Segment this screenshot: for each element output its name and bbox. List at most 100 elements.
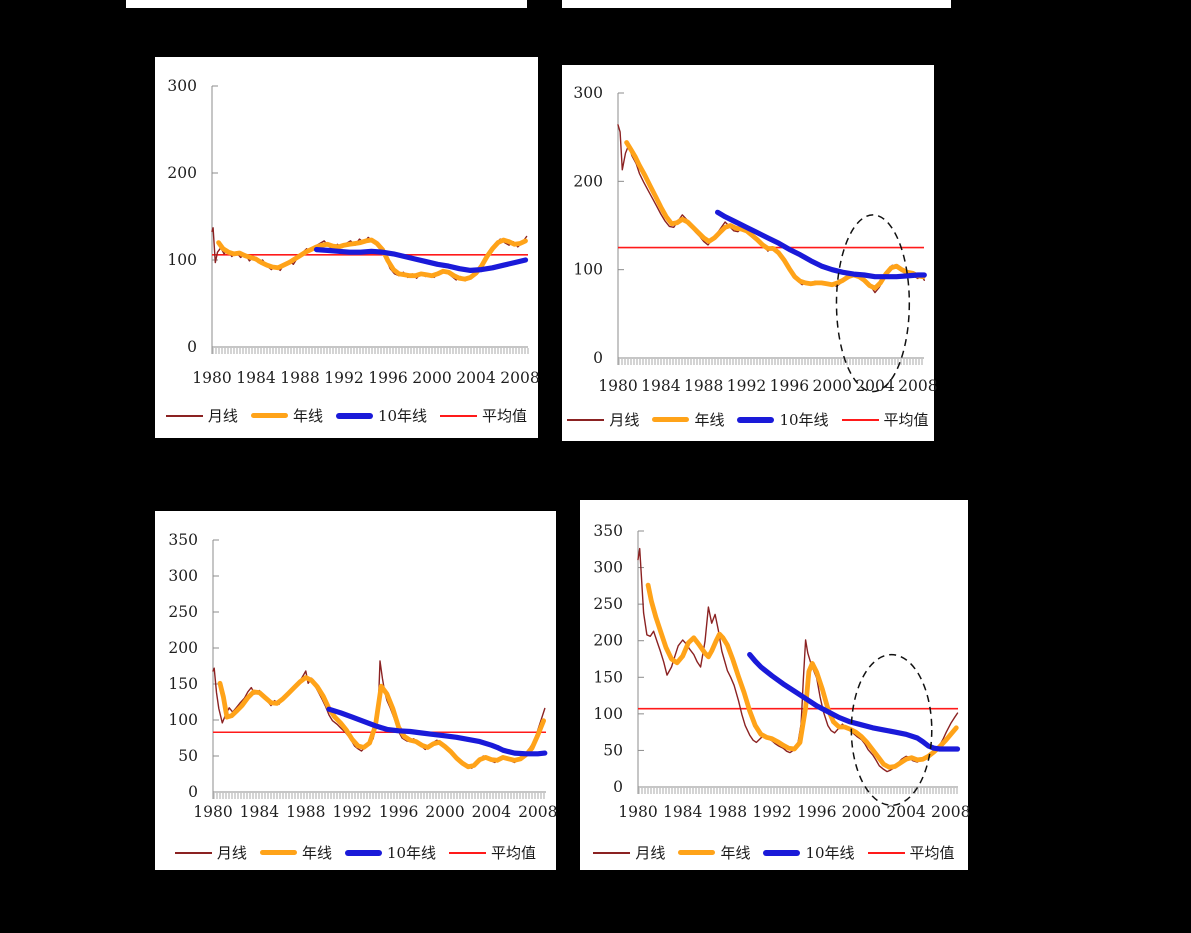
legend-item-yearly: 年线 bbox=[259, 842, 332, 863]
y-tick-label: 100 bbox=[593, 705, 623, 723]
ten-year-line-swatch bbox=[737, 416, 775, 423]
legend-item-ten-year: 10年线 bbox=[344, 842, 437, 863]
legend-item-monthly: 月线 bbox=[593, 842, 665, 863]
x-tick-label: 1992 bbox=[727, 377, 766, 395]
x-tick-label: 2000 bbox=[842, 803, 881, 821]
legend-label-average: 平均值 bbox=[909, 844, 955, 862]
y-tick-label: 200 bbox=[593, 632, 623, 650]
legend-label-monthly: 月线 bbox=[207, 407, 238, 425]
y-tick-label: 350 bbox=[168, 531, 198, 549]
y-tick-label: 250 bbox=[593, 595, 623, 613]
y-tick-label: 100 bbox=[168, 711, 198, 729]
legend-item-yearly: 年线 bbox=[652, 409, 724, 430]
ten-year-line bbox=[715, 209, 927, 280]
legend-item-yearly: 年线 bbox=[250, 405, 323, 426]
legend-bottom-right: 月线 年线 10年线 平均值 bbox=[580, 842, 968, 863]
y-tick-label: 300 bbox=[168, 567, 198, 585]
legend-item-average: 平均值 bbox=[867, 842, 955, 863]
legend-label-ten-year: 10年线 bbox=[805, 844, 855, 862]
x-tick-label: 2004 bbox=[886, 803, 926, 821]
legend-label-ten-year: 10年线 bbox=[386, 844, 437, 862]
legend-label-monthly: 月线 bbox=[216, 844, 247, 862]
average-line-swatch bbox=[449, 851, 487, 854]
y-tick-label: 50 bbox=[178, 747, 198, 765]
ten-year-line bbox=[313, 247, 529, 273]
legend-label-monthly: 月线 bbox=[609, 411, 640, 429]
legend-label-yearly: 年线 bbox=[301, 844, 332, 862]
x-tick-label: 2008 bbox=[931, 803, 970, 821]
average-line-swatch bbox=[440, 414, 478, 417]
x-tick-label: 1996 bbox=[770, 377, 809, 395]
y-tick-label: 200 bbox=[168, 639, 198, 657]
x-tick-label: 1988 bbox=[280, 369, 319, 387]
x-tick-label: 1980 bbox=[193, 803, 232, 821]
y-tick-label: 300 bbox=[167, 77, 197, 95]
chart-panel-top-left: 0 100 200 300 1980 1984 1988 1992 1996 2000 2004 20… bbox=[155, 57, 540, 438]
y-tick-label: 300 bbox=[573, 84, 603, 102]
plot-area-bottom-right: 0 50 100 150 200 250 300 350 1980 1984 1988 1992 199… bbox=[593, 522, 970, 821]
x-tick-label: 1984 bbox=[663, 803, 703, 821]
x-tick-label: 2004 bbox=[472, 803, 512, 821]
yearly-line-swatch bbox=[259, 850, 297, 855]
legend-bottom-left: 月线 年线 10年线 平均值 bbox=[155, 842, 556, 863]
x-tick-label: 2008 bbox=[898, 377, 937, 395]
x-tick-label: 1992 bbox=[324, 369, 363, 387]
plot-area-bottom-left: 0 50 100 150 200 250 300 350 1980 1984 1988 1992 199… bbox=[168, 531, 557, 821]
y-tick-label: 0 bbox=[613, 778, 623, 796]
x-tick-label: 1984 bbox=[641, 377, 681, 395]
yearly-line bbox=[624, 140, 926, 291]
chart-panel-bottom-left: 0 50 100 150 200 250 300 350 1980 1984 1988 1992 199… bbox=[155, 511, 558, 870]
ten-year-line-swatch bbox=[344, 849, 382, 856]
yearly-line bbox=[217, 675, 547, 770]
x-tick-label: 1988 bbox=[708, 803, 747, 821]
monthly-line-swatch bbox=[174, 851, 212, 854]
y-tick-label: 0 bbox=[188, 783, 198, 801]
y-tick-label: 100 bbox=[573, 261, 603, 279]
monthly-line-swatch bbox=[165, 414, 203, 417]
legend-item-average: 平均值 bbox=[449, 842, 536, 863]
x-tick-label: 1988 bbox=[286, 803, 325, 821]
legend-label-yearly: 年线 bbox=[720, 844, 751, 862]
ten-year-line bbox=[326, 706, 548, 757]
chart-panel-bottom-right: 0 50 100 150 200 250 300 350 1980 1984 1988 1992 199… bbox=[580, 500, 970, 870]
legend-label-average: 平均值 bbox=[883, 411, 929, 429]
legend-item-ten-year: 10年线 bbox=[763, 842, 855, 863]
legend-item-ten-year: 10年线 bbox=[335, 405, 428, 426]
x-tick-label: 2004 bbox=[855, 377, 895, 395]
x-tick-label: 2008 bbox=[518, 803, 557, 821]
y-tick-label: 0 bbox=[187, 338, 197, 356]
x-tick-label: 1988 bbox=[684, 377, 723, 395]
y-tick-label: 100 bbox=[167, 251, 197, 269]
plot-area-top-right: 0 100 200 300 1980 1984 1988 1992 1996 2000 2004 20… bbox=[573, 84, 937, 395]
y-tick-label: 200 bbox=[573, 172, 603, 190]
cropped-chart-strip-left bbox=[126, 0, 527, 8]
legend-label-monthly: 月线 bbox=[635, 844, 666, 862]
ten-year-line bbox=[747, 652, 961, 752]
x-tick-label: 1980 bbox=[618, 803, 657, 821]
yearly-line-swatch bbox=[678, 850, 716, 855]
legend-item-ten-year: 10年线 bbox=[737, 409, 829, 430]
average-line-swatch bbox=[867, 851, 905, 854]
legend-item-monthly: 月线 bbox=[567, 409, 639, 430]
cropped-chart-strip-right bbox=[562, 0, 951, 8]
x-tick-label: 1996 bbox=[368, 369, 407, 387]
x-tick-label: 1980 bbox=[192, 369, 231, 387]
yearly-line-swatch bbox=[250, 413, 288, 418]
legend-label-yearly: 年线 bbox=[694, 411, 725, 429]
yearly-line-swatch bbox=[652, 417, 690, 422]
monthly-line-swatch bbox=[593, 851, 631, 854]
ten-year-line-swatch bbox=[335, 412, 373, 419]
legend-label-ten-year: 10年线 bbox=[377, 407, 428, 425]
x-tick-label: 1996 bbox=[379, 803, 418, 821]
y-tick-label: 50 bbox=[603, 741, 623, 759]
x-tick-label: 1992 bbox=[752, 803, 791, 821]
legend-item-monthly: 月线 bbox=[165, 405, 238, 426]
legend-item-yearly: 年线 bbox=[678, 842, 750, 863]
legend-item-monthly: 月线 bbox=[174, 842, 247, 863]
y-tick-label: 200 bbox=[167, 164, 197, 182]
y-tick-label: 0 bbox=[593, 349, 603, 367]
x-tick-label: 2000 bbox=[412, 369, 451, 387]
annotation-ellipse bbox=[850, 653, 933, 807]
x-tick-label: 2000 bbox=[425, 803, 464, 821]
